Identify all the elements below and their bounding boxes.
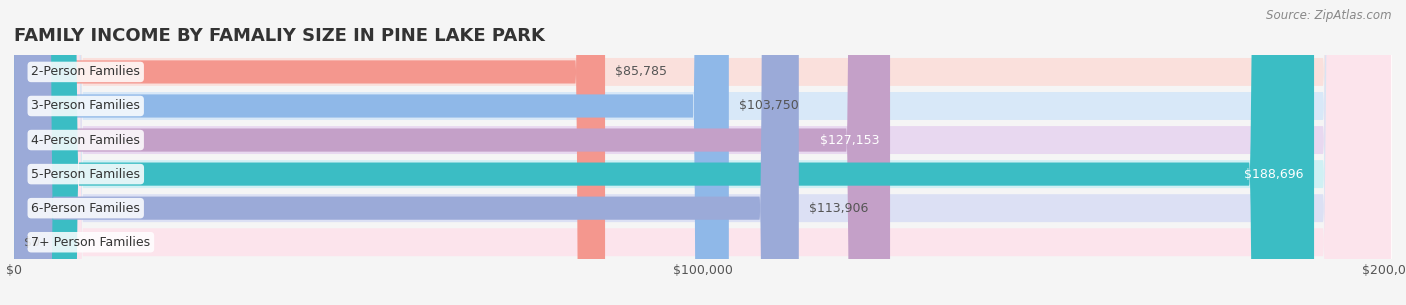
Text: 2-Person Families: 2-Person Families: [31, 66, 141, 78]
FancyBboxPatch shape: [14, 0, 1315, 305]
FancyBboxPatch shape: [14, 0, 1392, 305]
Text: $188,696: $188,696: [1244, 168, 1303, 181]
FancyBboxPatch shape: [14, 0, 1392, 305]
Text: $0: $0: [24, 236, 41, 249]
FancyBboxPatch shape: [14, 0, 1392, 305]
Text: Source: ZipAtlas.com: Source: ZipAtlas.com: [1267, 9, 1392, 22]
Text: $127,153: $127,153: [820, 134, 880, 146]
Text: $85,785: $85,785: [616, 66, 668, 78]
Text: 4-Person Families: 4-Person Families: [31, 134, 141, 146]
FancyBboxPatch shape: [14, 0, 605, 305]
Text: 5-Person Families: 5-Person Families: [31, 168, 141, 181]
Text: 3-Person Families: 3-Person Families: [31, 99, 141, 113]
FancyBboxPatch shape: [14, 0, 1392, 305]
Text: $113,906: $113,906: [808, 202, 869, 215]
FancyBboxPatch shape: [14, 0, 1392, 305]
FancyBboxPatch shape: [14, 0, 799, 305]
Text: FAMILY INCOME BY FAMALIY SIZE IN PINE LAKE PARK: FAMILY INCOME BY FAMALIY SIZE IN PINE LA…: [14, 27, 546, 45]
FancyBboxPatch shape: [14, 0, 890, 305]
Text: 7+ Person Families: 7+ Person Families: [31, 236, 150, 249]
Text: 6-Person Families: 6-Person Families: [31, 202, 141, 215]
FancyBboxPatch shape: [14, 0, 728, 305]
FancyBboxPatch shape: [14, 0, 1392, 305]
Text: $103,750: $103,750: [740, 99, 799, 113]
